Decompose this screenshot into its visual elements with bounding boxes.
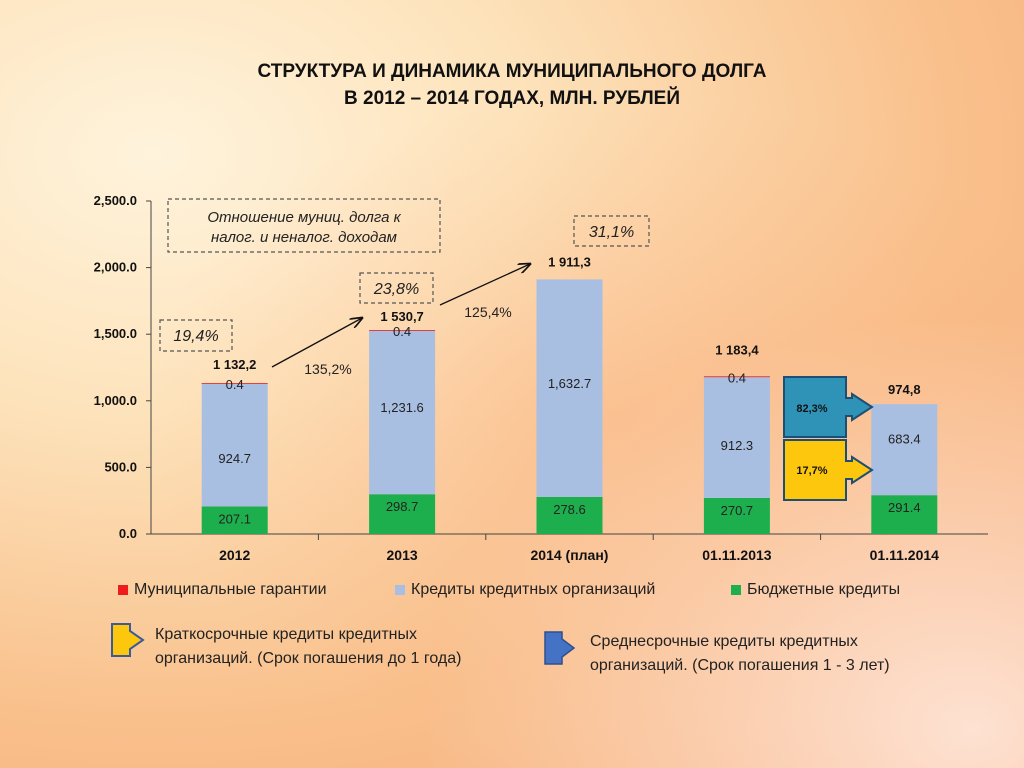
short-term-share-arrow-icon bbox=[783, 439, 874, 501]
y-tick-label: 500.0 bbox=[104, 459, 137, 474]
ratio-value: 31,1% bbox=[589, 224, 634, 241]
legend-label-budget-credits: Бюджетные кредиты bbox=[747, 581, 901, 598]
short-term-share-label: 17,7% bbox=[796, 465, 827, 477]
bar-segment bbox=[201, 383, 268, 507]
data-label-budget-credits: 298.7 bbox=[386, 499, 419, 514]
legend-item-guarantees: Муниципальные гарантии bbox=[118, 581, 327, 599]
x-tick-label: 2012 bbox=[219, 547, 250, 563]
y-tick-label: 1,500.0 bbox=[94, 326, 137, 341]
bar-segment bbox=[201, 383, 268, 384]
data-label-bank-credits: 1,632.7 bbox=[548, 376, 591, 391]
legend-swatch-green bbox=[731, 585, 741, 595]
short-term-note: Краткосрочные кредиты кредитных организа… bbox=[155, 623, 461, 671]
legend-swatch-blue bbox=[395, 585, 405, 595]
y-tick-label: 1,000.0 bbox=[94, 393, 137, 408]
bar-segment bbox=[703, 497, 770, 534]
data-label-guarantees: 0.4 bbox=[393, 324, 411, 339]
medium-term-share-arrow-icon bbox=[783, 376, 874, 438]
data-label-bank-credits: 1,231.6 bbox=[380, 400, 423, 415]
x-tick-label: 01.11.2014 bbox=[870, 547, 940, 563]
medium-term-share-label: 82,3% bbox=[796, 403, 827, 415]
growth-arrow-2012-2013 bbox=[271, 318, 362, 368]
data-label-bank-credits: 924.7 bbox=[218, 451, 251, 466]
bar-segment bbox=[536, 496, 603, 534]
total-label: 1 530,7 bbox=[380, 309, 423, 324]
data-label-guarantees: 0.4 bbox=[728, 370, 746, 385]
bar-segment bbox=[369, 330, 436, 331]
bar-segment bbox=[703, 376, 770, 378]
growth-label: 135,2% bbox=[304, 361, 351, 377]
medium-term-note: Среднесрочные кредиты кредитных организа… bbox=[590, 630, 890, 678]
bar-segment bbox=[201, 506, 268, 534]
page-title: СТРУКТУРА И ДИНАМИКА МУНИЦИПАЛЬНОГО ДОЛГ… bbox=[0, 58, 1024, 112]
ratio-value: 23,8% bbox=[373, 281, 419, 298]
short-term-arrow-icon bbox=[111, 623, 145, 657]
bar-segment bbox=[369, 330, 436, 495]
data-label-guarantees: 0.4 bbox=[226, 377, 244, 392]
data-label-budget-credits: 291.4 bbox=[888, 500, 921, 515]
medium-term-note-line-1: Среднесрочные кредиты кредитных bbox=[590, 633, 858, 650]
medium-term-arrow-icon bbox=[544, 631, 576, 665]
x-tick-label: 2014 (план) bbox=[531, 547, 609, 563]
y-tick-label: 2,000.0 bbox=[94, 260, 137, 275]
data-label-bank-credits: 683.4 bbox=[888, 432, 921, 447]
data-label-bank-credits: 912.3 bbox=[721, 438, 754, 453]
growth-arrow-2013-2014 bbox=[439, 264, 530, 306]
ratio-title-box bbox=[167, 198, 441, 253]
bar-segment bbox=[369, 494, 436, 534]
legend-label-guarantees: Муниципальные гарантии bbox=[134, 581, 327, 598]
bar-segment bbox=[871, 495, 938, 534]
data-label-budget-credits: 207.1 bbox=[218, 511, 251, 526]
title-line-1: СТРУКТУРА И ДИНАМИКА МУНИЦИПАЛЬНОГО ДОЛГ… bbox=[257, 61, 767, 82]
growth-label: 125,4% bbox=[464, 304, 511, 320]
bar-segment bbox=[871, 404, 938, 496]
bar-segment bbox=[703, 376, 770, 498]
y-tick-label: 0.0 bbox=[119, 526, 137, 541]
ratio-box bbox=[359, 272, 434, 304]
y-tick-label: 2,500.0 bbox=[94, 193, 137, 208]
legend-label-bank-credits: Кредиты кредитных организаций bbox=[411, 581, 656, 598]
total-label: 1 132,2 bbox=[213, 357, 256, 372]
short-term-note-line-2: организаций. (Срок погашения до 1 года) bbox=[155, 650, 462, 667]
legend-item-bank-credits: Кредиты кредитных организаций bbox=[395, 581, 655, 599]
ratio-box bbox=[573, 215, 650, 247]
title-line-2: В 2012 – 2014 ГОДАХ, МЛН. РУБЛЕЙ bbox=[344, 88, 680, 109]
total-label: 974,8 bbox=[888, 382, 921, 397]
ratio-box bbox=[159, 319, 233, 352]
x-tick-label: 01.11.2013 bbox=[702, 547, 772, 563]
total-label: 1 183,4 bbox=[715, 342, 759, 357]
short-term-note-line-1: Краткосрочные кредиты кредитных bbox=[155, 626, 418, 643]
total-label: 1 911,3 bbox=[548, 254, 591, 269]
data-label-budget-credits: 278.6 bbox=[553, 502, 586, 517]
ratio-title-line-1: Отношение муниц. долга к bbox=[207, 209, 401, 226]
legend-item-budget-credits: Бюджетные кредиты bbox=[731, 581, 900, 599]
data-label-budget-credits: 270.7 bbox=[721, 503, 754, 518]
ratio-value: 19,4% bbox=[173, 328, 218, 345]
legend-swatch-red bbox=[118, 585, 128, 595]
medium-term-note-line-2: организаций. (Срок погашения 1 - 3 лет) bbox=[590, 657, 890, 674]
ratio-title-line-2: налог. и неналог. доходам bbox=[211, 229, 397, 246]
bar-segment bbox=[536, 279, 603, 497]
x-tick-label: 2013 bbox=[387, 547, 418, 563]
